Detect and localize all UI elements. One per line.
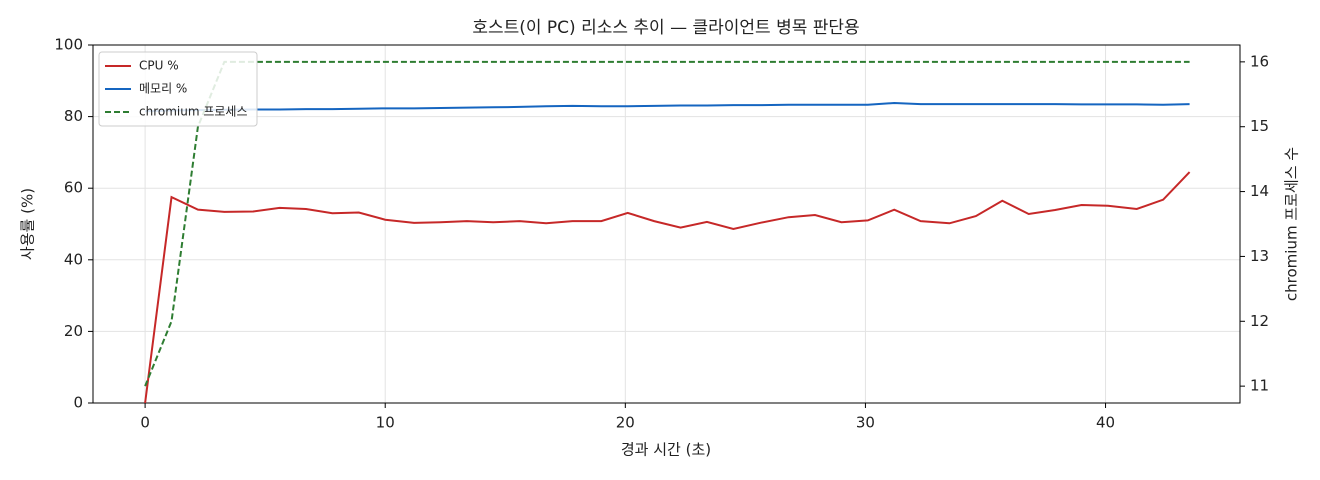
y-tick-label: 100 bbox=[54, 36, 83, 54]
x-tick-label: 30 bbox=[856, 414, 875, 432]
x-axis-label: 경과 시간 (초) bbox=[621, 441, 711, 459]
legend-label: 메모리 % bbox=[139, 82, 187, 96]
y-tick-label: 40 bbox=[64, 250, 83, 268]
legend-label: chromium 프로세스 bbox=[139, 105, 248, 119]
series-line bbox=[144, 171, 1191, 404]
y-tick-label: 20 bbox=[64, 322, 83, 340]
legend: CPU % 메모리 % chromium 프로세스 bbox=[98, 51, 258, 127]
legend-box bbox=[98, 51, 258, 127]
y2-tick-label: 14 bbox=[1250, 182, 1269, 200]
y2-tick-label: 13 bbox=[1250, 247, 1269, 265]
chart-title: 호스트(이 PC) 리소스 추이 — 클라이언트 병목 판단용 bbox=[472, 18, 859, 38]
y2-tick-label: 11 bbox=[1250, 377, 1269, 395]
legend-label: CPU % bbox=[139, 59, 179, 73]
y2-tick-label: 16 bbox=[1250, 52, 1269, 70]
y-tick-label: 80 bbox=[64, 107, 83, 125]
x-tick-label: 0 bbox=[140, 414, 150, 432]
y-tick-label: 0 bbox=[73, 394, 83, 412]
y-axis-label: 사용률 (%) bbox=[19, 188, 37, 260]
x-tick-label: 10 bbox=[376, 414, 395, 432]
x-tick-label: 20 bbox=[616, 414, 635, 432]
y2-tick-label: 12 bbox=[1250, 312, 1269, 330]
y-tick-label: 60 bbox=[64, 179, 83, 197]
y2-axis-label: chromium 프로세스 수 bbox=[1283, 147, 1301, 301]
series-line bbox=[145, 101, 1190, 113]
plot-frame bbox=[92, 44, 1241, 404]
x-tick-label: 40 bbox=[1096, 414, 1115, 432]
series-line bbox=[144, 60, 1190, 387]
y2-tick-label: 15 bbox=[1250, 117, 1269, 135]
